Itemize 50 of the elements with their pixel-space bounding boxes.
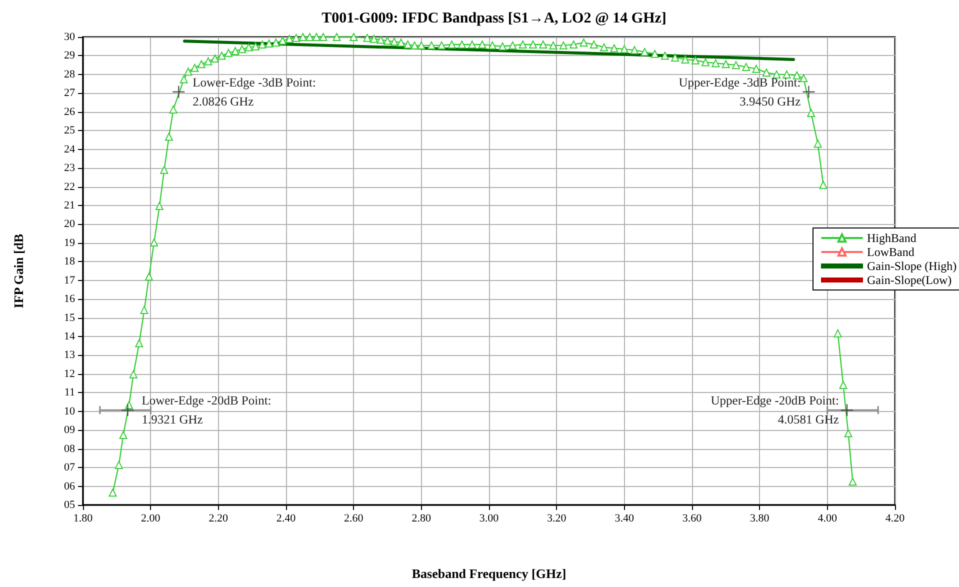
x-tick-label: 2.00 — [141, 512, 161, 524]
y-tick-label: 10 — [64, 405, 76, 418]
y-tick-label: 12 — [64, 368, 75, 380]
x-tick-label: 4.20 — [885, 512, 906, 524]
x-tick-label: 4.00 — [818, 512, 838, 524]
annotation: Lower-Edge -20dB Point: 1.9321 GHz — [142, 394, 272, 427]
x-tick-label: 3.60 — [682, 512, 702, 524]
y-tick-label: 23 — [64, 162, 76, 174]
y-tick-label: 30 — [64, 31, 76, 43]
annotation: Upper-Edge -3dB Point: 3.9450 GHz — [678, 75, 802, 108]
x-tick-label: 3.80 — [750, 512, 770, 524]
legend-label: LowBand — [867, 245, 914, 259]
x-tick-label: 3.00 — [479, 512, 500, 524]
x-tick-label: 2.60 — [344, 512, 364, 524]
chart-title: T001-G009: IFDC Bandpass [S1→A, LO2 @ 14 GHz] — [322, 10, 666, 26]
annotation: Lower-Edge -3dB Point: 2.0826 GHz — [192, 75, 316, 108]
x-tick-label: 3.40 — [614, 512, 634, 524]
y-tick-label: 28 — [64, 68, 76, 80]
annotation: Upper-Edge -20dB Point: 4.0581 GHz — [710, 394, 840, 427]
y-tick-label: 11 — [64, 386, 75, 399]
y-tick-label: 18 — [64, 256, 76, 268]
y-tick-label: 14 — [64, 330, 76, 343]
y-tick-label: 20 — [64, 218, 76, 230]
y-tick-label: 15 — [64, 312, 76, 324]
x-tick-label: 2.20 — [208, 512, 228, 524]
x-tick-label: 2.40 — [276, 512, 296, 524]
y-axis-title: IFP Gain [dB — [11, 233, 26, 308]
y-tick-label: 09 — [64, 424, 76, 436]
y-tick-label: 08 — [64, 442, 76, 455]
y-tick-label: 29 — [64, 50, 76, 62]
x-axis-title: Baseband Frequency [GHz] — [412, 566, 566, 581]
y-tick-label: 05 — [64, 499, 76, 511]
y-tick-label: 26 — [64, 106, 76, 118]
y-tick-label: 19 — [64, 236, 76, 249]
legend-label: Gain-Slope(Low) — [867, 273, 952, 287]
y-tick-label: 25 — [64, 124, 76, 137]
x-tick-label: 3.20 — [547, 512, 567, 524]
y-tick-label: 13 — [64, 349, 76, 362]
y-tick-label: 06 — [64, 480, 76, 492]
y-tick-label: 21 — [64, 199, 75, 212]
y-tick-label: 17 — [64, 274, 76, 286]
y-tick-label: 22 — [64, 180, 75, 193]
y-tick-label: 24 — [64, 143, 76, 156]
y-tick-label: 16 — [64, 293, 76, 306]
y-tick-label: 27 — [64, 87, 76, 100]
legend-label: HighBand — [867, 231, 916, 245]
y-tick-label: 07 — [64, 462, 76, 474]
x-tick-label: 1.80 — [73, 512, 94, 524]
x-tick-label: 2.80 — [412, 512, 432, 524]
legend-label: Gain-Slope (High) — [867, 259, 957, 273]
